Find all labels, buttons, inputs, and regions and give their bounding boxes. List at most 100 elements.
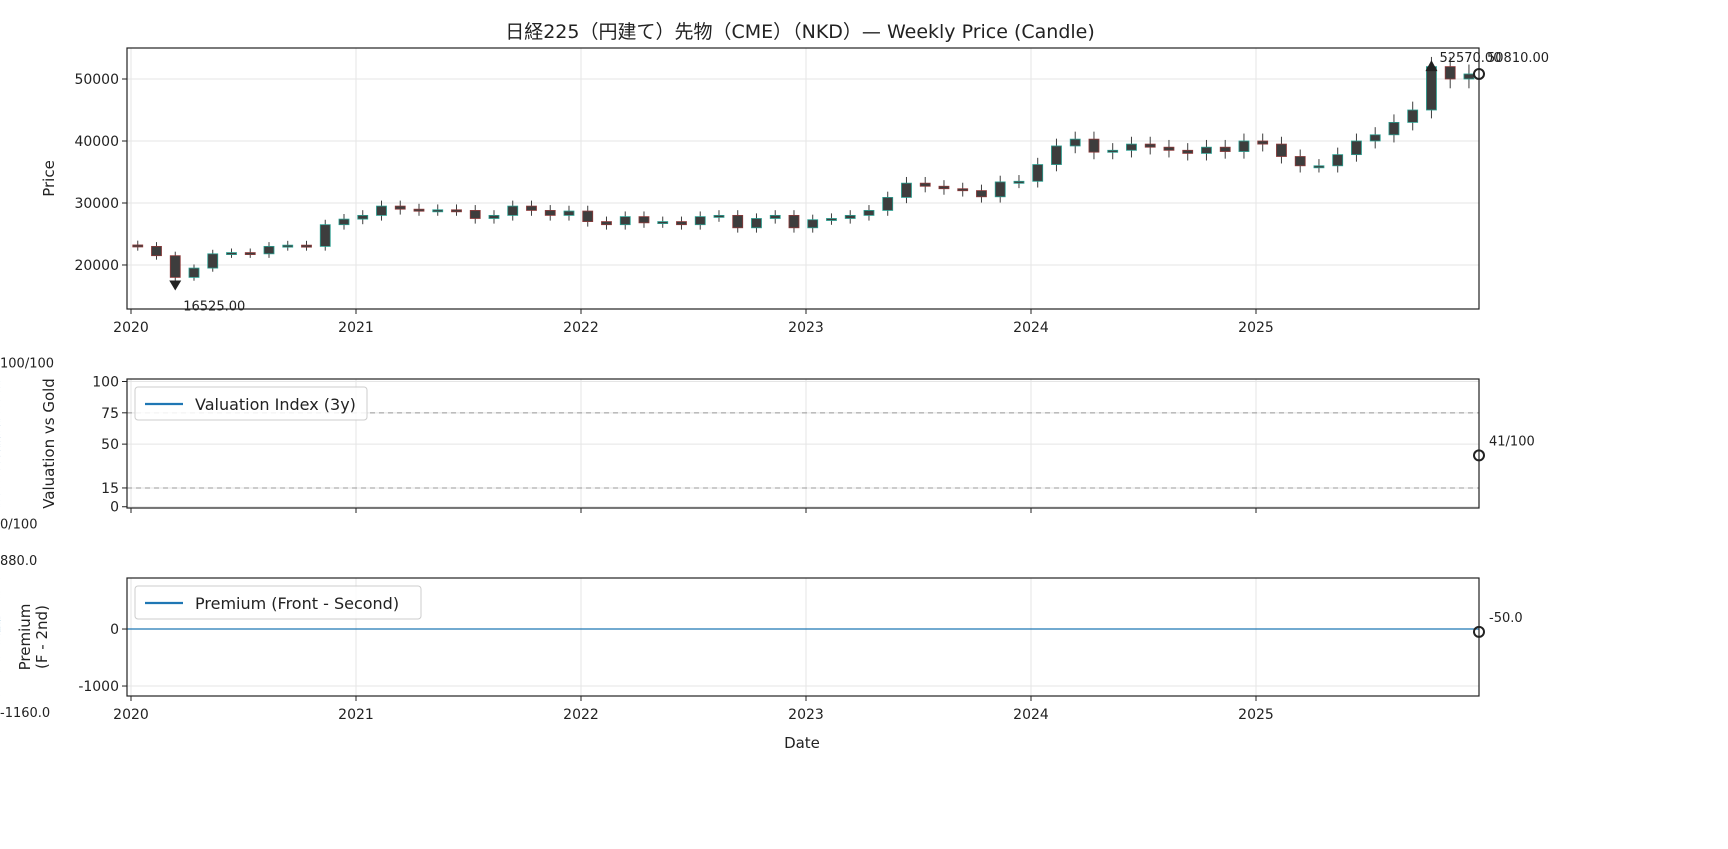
y-tick-label: 0: [110, 500, 119, 516]
x-tick-label: 2022: [563, 707, 599, 723]
candle-body: [1013, 180, 1025, 184]
candle-body: [469, 210, 481, 219]
candle-body: [582, 210, 594, 222]
candle-body: [357, 214, 369, 220]
y-tick-label: 40000: [74, 134, 119, 150]
candle-body: [1051, 145, 1062, 165]
legend-label: Valuation Index (3y): [195, 395, 356, 414]
x-tick-label: 2024: [1013, 707, 1049, 723]
candle-body: [1032, 164, 1044, 182]
candle-body: [638, 216, 650, 224]
candle-body: [1163, 146, 1175, 151]
candle-body: [957, 188, 969, 192]
candle-body: [788, 214, 800, 229]
max-label: 880.0: [0, 554, 37, 569]
candle-body: [151, 245, 162, 257]
candle-body: [769, 214, 781, 219]
candle-body: [1444, 66, 1456, 80]
candle-body: [563, 210, 575, 216]
candle-body: [1088, 138, 1100, 153]
y-axis-label: Premium: [16, 604, 34, 671]
y-tick-label: 20000: [74, 258, 119, 274]
candle-body: [901, 182, 912, 198]
candle-body: [319, 224, 331, 247]
max-marker-icon: [1425, 60, 1438, 72]
candle-body: [1144, 143, 1156, 148]
candle-body: [1182, 149, 1194, 154]
candle-body: [526, 205, 537, 211]
min-label: 0/100: [0, 518, 37, 533]
x-tick-label: 2020: [113, 707, 149, 723]
min-label: 16525.00: [183, 300, 245, 315]
candle-body: [732, 214, 744, 229]
candle-body: [207, 253, 219, 269]
candle-body: [1219, 146, 1231, 152]
candle-body: [1351, 140, 1362, 156]
legend-box: [134, 585, 422, 620]
candle-body: [601, 221, 612, 226]
candle-body: [132, 244, 144, 248]
y-tick-label: 30000: [74, 196, 119, 212]
candle-body: [938, 185, 950, 190]
candle-body: [1257, 140, 1269, 145]
candle-body: [1201, 146, 1212, 154]
y-tick-label: -1000: [78, 679, 119, 695]
candle-body: [863, 210, 875, 216]
candle-body: [188, 267, 200, 278]
candle-body: [301, 244, 312, 248]
candle-body: [1463, 73, 1475, 80]
candle-body: [826, 218, 837, 221]
x-tick-label: 2025: [1238, 707, 1274, 723]
x-tick-label: 2021: [338, 320, 374, 336]
candle-body: [263, 245, 275, 255]
candle-body: [1107, 149, 1119, 153]
candle-body: [1294, 156, 1306, 167]
x-axis-label: Date: [784, 734, 820, 752]
candle-body: [507, 205, 519, 216]
min-label: -1160.0: [0, 706, 50, 721]
x-tick-label: 2021: [338, 707, 374, 723]
candle-body: [169, 255, 181, 278]
plot-frame: [126, 577, 1480, 697]
legend-box: [134, 386, 368, 421]
candle-body: [919, 182, 931, 187]
x-tick-label: 2020: [113, 320, 149, 336]
x-tick-label: 2023: [788, 707, 824, 723]
candle-body: [1238, 140, 1250, 152]
candle-body: [226, 252, 237, 255]
y-tick-label: 50: [101, 437, 119, 453]
candle-body: [1276, 143, 1287, 157]
candle-body: [282, 244, 294, 248]
candle-body: [376, 205, 387, 216]
candle-body: [413, 208, 425, 212]
last-label: 41/100: [1489, 434, 1535, 449]
x-tick-label: 2022: [563, 320, 599, 336]
legend-label: Premium (Front - Second): [195, 594, 399, 613]
max-label: 100/100: [0, 357, 54, 372]
candle-body: [713, 214, 725, 218]
y-axis-label: Valuation vs Gold: [40, 378, 58, 509]
candle-body: [1388, 121, 1400, 136]
candle-body: [882, 197, 894, 211]
x-tick-label: 2023: [788, 320, 824, 336]
y-tick-label: 75: [101, 406, 119, 422]
plot-frame: [126, 378, 1480, 509]
candle-body: [1313, 165, 1325, 169]
candle-body: [1426, 66, 1437, 111]
candle-body: [976, 190, 987, 198]
candle-body: [844, 214, 856, 219]
y-axis-label: (F - 2nd): [33, 605, 51, 669]
candle-body: [751, 218, 762, 229]
candle-body: [1407, 109, 1419, 123]
y-tick-label: 0: [110, 622, 119, 638]
candle-body: [544, 210, 556, 216]
candle-body: [1126, 143, 1137, 151]
plot-frame: [126, 47, 1480, 310]
x-tick-label: 2024: [1013, 320, 1049, 336]
candle-body: [676, 221, 687, 226]
candle-body: [488, 214, 500, 219]
last-label: -50.0: [1489, 611, 1523, 626]
x-tick-label: 2025: [1238, 320, 1274, 336]
